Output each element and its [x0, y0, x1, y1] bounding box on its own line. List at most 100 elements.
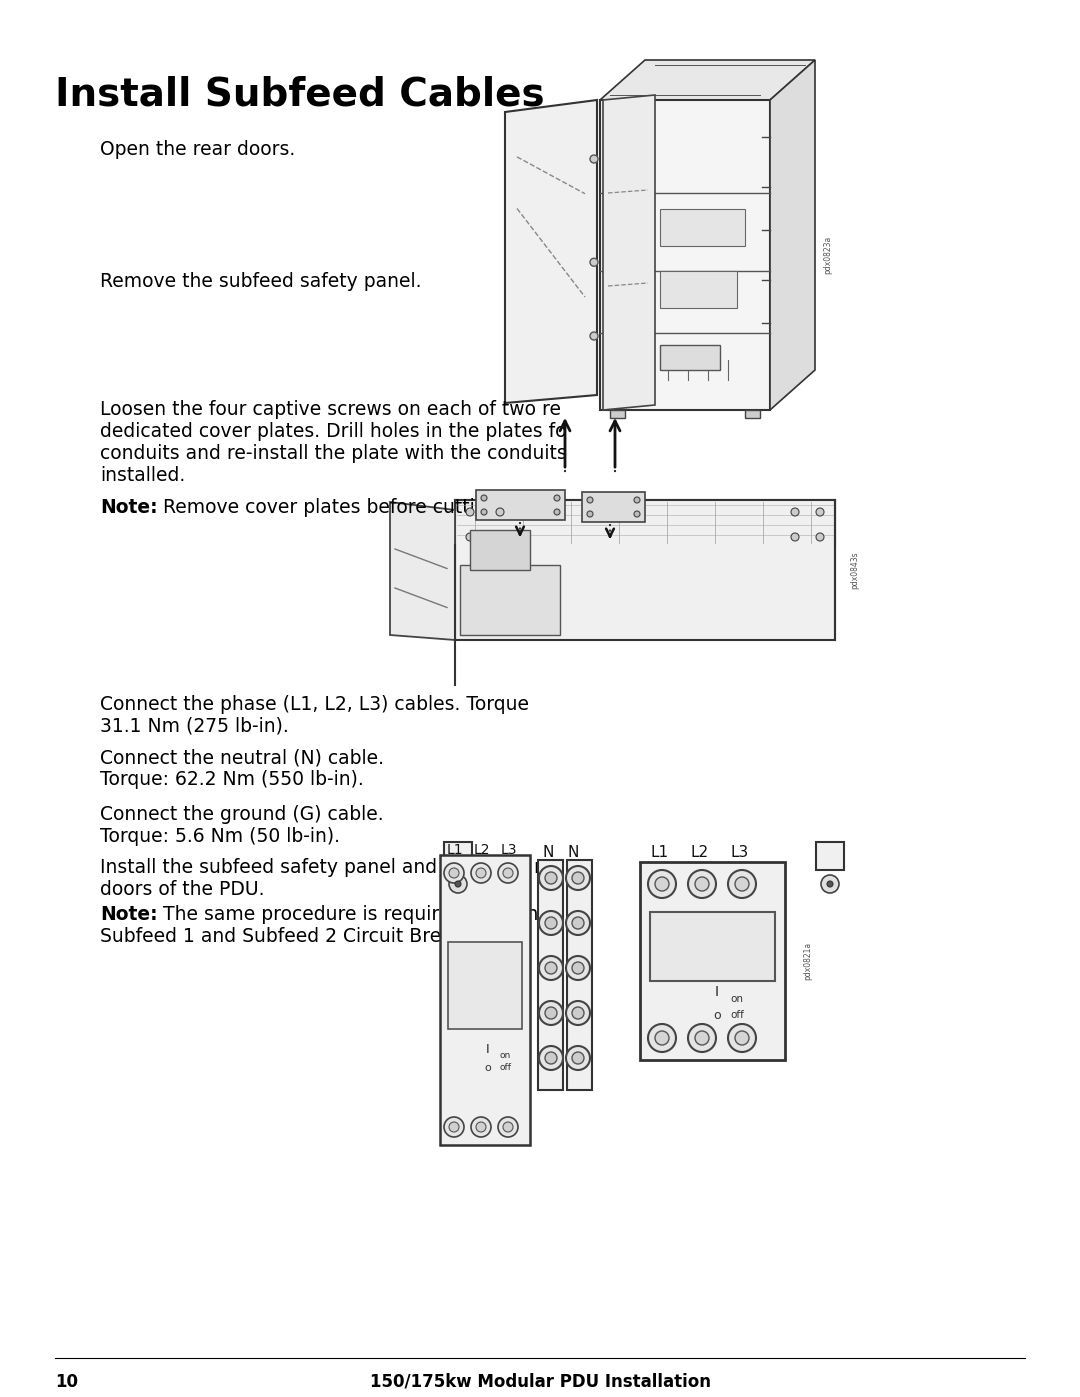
- Text: L3: L3: [731, 845, 750, 861]
- Circle shape: [554, 509, 561, 515]
- Circle shape: [566, 956, 590, 981]
- Circle shape: [481, 495, 487, 502]
- Text: L2: L2: [474, 842, 490, 856]
- Circle shape: [590, 155, 598, 163]
- Text: L1: L1: [651, 845, 670, 861]
- Circle shape: [465, 509, 474, 515]
- Text: Remove the subfeed safety panel.: Remove the subfeed safety panel.: [100, 272, 421, 291]
- Text: Install the subfeed safety panel and close the r: Install the subfeed safety panel and clo…: [100, 858, 542, 877]
- Circle shape: [572, 916, 584, 929]
- Circle shape: [496, 534, 504, 541]
- Text: Connect the neutral (N) cable.: Connect the neutral (N) cable.: [100, 747, 384, 767]
- Circle shape: [791, 534, 799, 541]
- Circle shape: [498, 1118, 518, 1137]
- Circle shape: [539, 866, 563, 890]
- Text: on: on: [499, 1052, 510, 1060]
- Text: off: off: [730, 1010, 744, 1020]
- Bar: [440, 855, 530, 1146]
- Circle shape: [696, 1031, 708, 1045]
- Text: Subfeed 1 and Subfeed 2 Circuit Breakers.: Subfeed 1 and Subfeed 2 Circuit Breakers…: [100, 928, 498, 946]
- Bar: [660, 345, 720, 370]
- Text: o: o: [485, 1063, 491, 1073]
- Bar: [444, 842, 472, 870]
- Circle shape: [476, 868, 486, 877]
- Text: dedicated cover plates. Drill holes in the plates fo: dedicated cover plates. Drill holes in t…: [100, 422, 567, 441]
- Bar: [600, 101, 770, 409]
- Circle shape: [539, 1046, 563, 1070]
- Polygon shape: [600, 60, 815, 101]
- Text: conduits and re-install the plate with the conduits: conduits and re-install the plate with t…: [100, 444, 567, 462]
- Circle shape: [735, 1031, 750, 1045]
- Text: pdx0843s: pdx0843s: [850, 552, 859, 588]
- Circle shape: [545, 1007, 557, 1018]
- Circle shape: [539, 1002, 563, 1025]
- Circle shape: [449, 875, 467, 893]
- Circle shape: [696, 877, 708, 891]
- Bar: [660, 208, 745, 246]
- Circle shape: [498, 863, 518, 883]
- Circle shape: [590, 332, 598, 339]
- Circle shape: [539, 956, 563, 981]
- Circle shape: [572, 872, 584, 884]
- Circle shape: [481, 509, 487, 515]
- Circle shape: [827, 882, 833, 887]
- Text: doors of the PDU.: doors of the PDU.: [100, 880, 265, 900]
- Circle shape: [566, 911, 590, 935]
- Text: G: G: [824, 849, 836, 865]
- Circle shape: [648, 870, 676, 898]
- Circle shape: [545, 1052, 557, 1065]
- Circle shape: [791, 509, 799, 515]
- Text: The same procedure is required to conn’: The same procedure is required to conn’: [157, 905, 544, 923]
- Text: I: I: [715, 985, 719, 999]
- Text: Loosen the four captive screws on each of two re: Loosen the four captive screws on each o…: [100, 400, 561, 419]
- Text: Install Subfeed Cables: Install Subfeed Cables: [55, 75, 544, 113]
- Circle shape: [545, 872, 557, 884]
- Circle shape: [455, 882, 461, 887]
- Text: N: N: [542, 845, 554, 861]
- Polygon shape: [505, 101, 597, 402]
- Polygon shape: [455, 500, 835, 545]
- Circle shape: [572, 1052, 584, 1065]
- Circle shape: [566, 866, 590, 890]
- Text: L2: L2: [691, 845, 710, 861]
- Bar: [567, 861, 592, 1090]
- Text: L1: L1: [447, 842, 463, 856]
- Circle shape: [496, 509, 504, 515]
- Circle shape: [688, 870, 716, 898]
- Polygon shape: [476, 490, 565, 520]
- Text: o: o: [713, 1009, 720, 1023]
- Text: G: G: [453, 849, 464, 865]
- Text: 150/175kw Modular PDU Installation: 150/175kw Modular PDU Installation: [369, 1373, 711, 1391]
- Polygon shape: [455, 500, 835, 640]
- Circle shape: [554, 495, 561, 502]
- Circle shape: [688, 1024, 716, 1052]
- Circle shape: [590, 258, 598, 267]
- Circle shape: [465, 534, 474, 541]
- Text: Open the rear doors.: Open the rear doors.: [100, 140, 295, 159]
- Text: Note:: Note:: [100, 905, 158, 923]
- Bar: [660, 271, 737, 307]
- Circle shape: [816, 534, 824, 541]
- Circle shape: [545, 916, 557, 929]
- Circle shape: [572, 963, 584, 974]
- Circle shape: [634, 497, 640, 503]
- Circle shape: [449, 1122, 459, 1132]
- Text: I: I: [486, 1044, 490, 1056]
- Bar: [448, 942, 522, 1030]
- Text: off: off: [499, 1063, 511, 1073]
- Circle shape: [503, 1122, 513, 1132]
- Bar: [640, 862, 785, 1060]
- Text: Remove cover plates before cutting holes.: Remove cover plates before cutting holes…: [157, 497, 561, 517]
- Bar: [460, 564, 561, 636]
- Circle shape: [539, 911, 563, 935]
- Text: 31.1 Nm (275 lb-in).: 31.1 Nm (275 lb-in).: [100, 717, 288, 736]
- Circle shape: [566, 1002, 590, 1025]
- Circle shape: [654, 1031, 669, 1045]
- Bar: [538, 861, 563, 1090]
- Polygon shape: [603, 95, 654, 409]
- Circle shape: [545, 963, 557, 974]
- Text: N: N: [567, 845, 579, 861]
- Text: pdx0823a: pdx0823a: [823, 236, 832, 274]
- Circle shape: [634, 511, 640, 517]
- Bar: [745, 409, 760, 418]
